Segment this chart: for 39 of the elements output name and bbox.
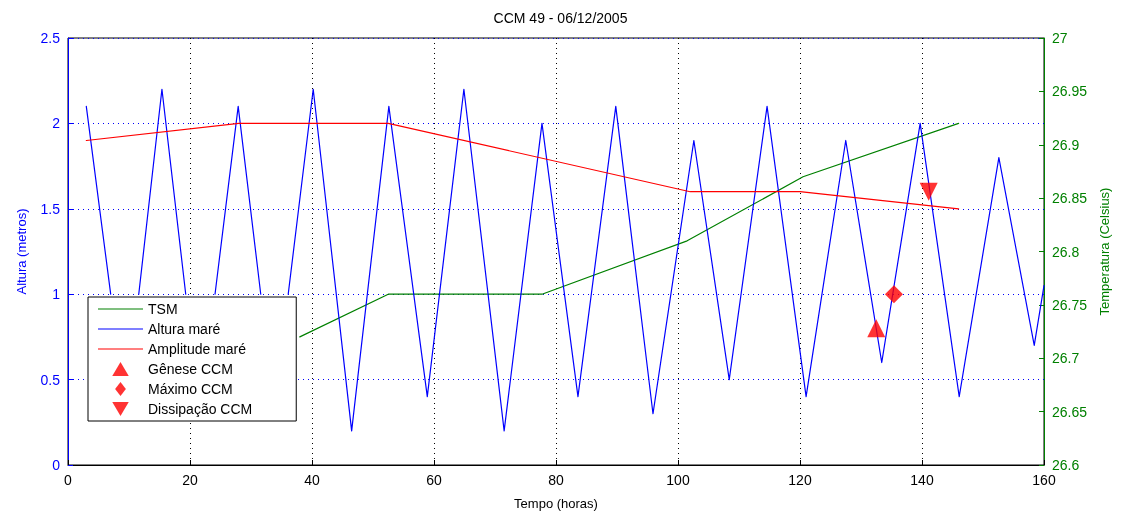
x-tick-label: 140 [910,472,934,488]
y2-tick-label: 26.8 [1052,243,1080,260]
x-tick-label: 120 [788,472,812,488]
x-tick-label: 0 [64,472,73,488]
chart-title: CCM 49 - 06/12/2005 [493,10,628,26]
legend-label: TSM [148,301,178,317]
y2-tick-label: 26.85 [1052,190,1088,207]
y-tick-label: 1 [52,286,61,303]
y-axis-title: Altura (metros) [14,208,29,295]
legend-label: Altura maré [148,321,221,337]
x-tick-label: 60 [426,472,442,488]
point [884,285,903,304]
y2-tick-label: 26.9 [1052,136,1080,153]
y-tick-label: 2 [52,115,61,132]
y2-tick-label: 26.7 [1052,350,1080,367]
x-tick-label: 80 [548,472,564,488]
point [867,319,886,338]
y2-tick-label: 26.6 [1052,457,1080,473]
legend-label: Gênese CCM [148,361,233,377]
y2-tick-label: 26.65 [1052,403,1088,420]
line-series [299,122,960,338]
line-series [85,122,960,210]
point [919,182,938,201]
y2-tick-label: 27 [1052,30,1068,46]
y-tick-label: 0 [52,457,61,473]
legend-label: Máximo CCM [148,381,233,397]
x-axis-title: Tempo (horas) [514,496,598,511]
y2-tick-label: 26.95 [1052,83,1088,100]
y-tick-label: 2.5 [40,30,61,46]
y2-axis-title: Temperatura (Celsius) [1096,187,1112,316]
x-tick-label: 160 [1032,472,1056,488]
y-tick-label: 0.5 [40,371,61,388]
x-tick-label: 40 [304,472,320,488]
legend-label: Dissipação CCM [148,401,253,417]
x-tick-label: 100 [666,472,690,488]
y2-tick-label: 26.75 [1052,296,1088,313]
y-tick-label: 1.5 [40,200,61,217]
x-tick-label: 20 [182,472,198,488]
legend-label: Amplitude maré [148,341,247,357]
